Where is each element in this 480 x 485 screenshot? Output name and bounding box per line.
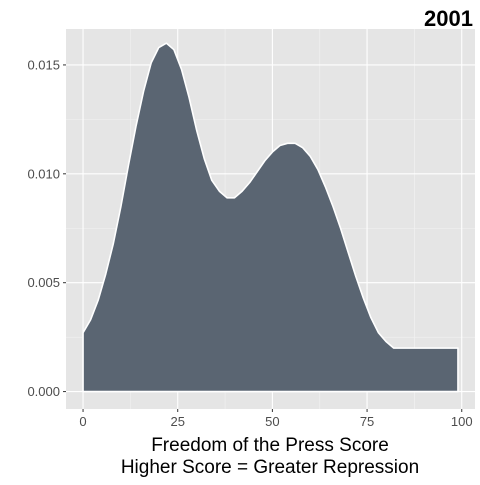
y-tick-label: 0.015 <box>27 57 60 72</box>
x-axis-label-line-2: Higher Score = Greater Repression <box>121 457 419 478</box>
chart-title: 2001 <box>424 6 473 31</box>
x-tick-label: 0 <box>79 414 86 429</box>
density-area <box>82 42 459 393</box>
y-tick-label: 0.005 <box>27 275 60 290</box>
y-tick-label: 0.000 <box>27 384 60 399</box>
y-axis-ticks: 0.000 0.005 0.010 0.015 <box>27 57 66 399</box>
series-layer <box>82 42 459 393</box>
y-tick-label: 0.010 <box>27 166 60 181</box>
x-axis-label-line-1: Freedom of the Press Score <box>151 435 389 456</box>
x-tick-label: 50 <box>265 414 279 429</box>
x-tick-label: 25 <box>170 414 184 429</box>
x-tick-label: 100 <box>451 414 473 429</box>
x-axis-ticks: 0 25 50 75 100 <box>79 409 473 429</box>
x-tick-label: 75 <box>360 414 374 429</box>
